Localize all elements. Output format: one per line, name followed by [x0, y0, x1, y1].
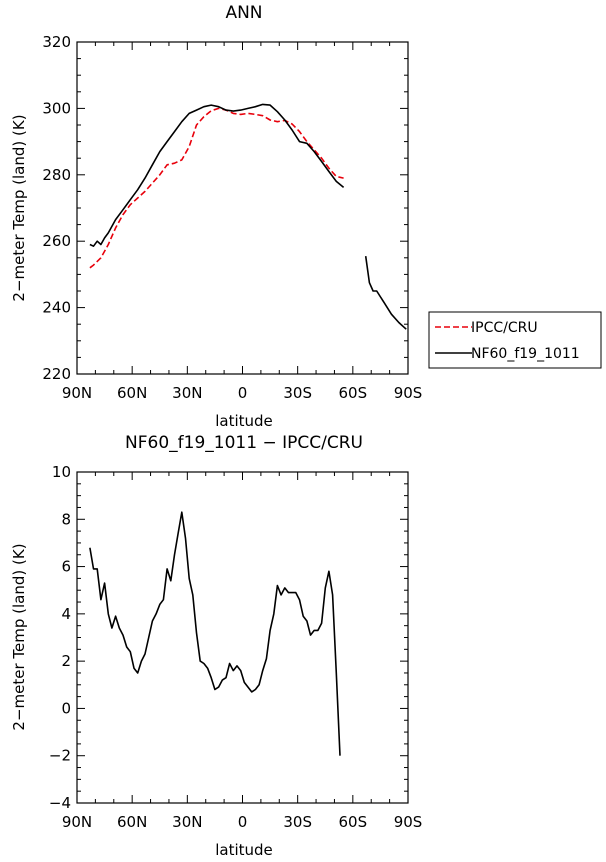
top-x-axis-label: latitude	[215, 412, 273, 430]
top-x-tick-label: 60S	[339, 384, 368, 402]
bottom-y-tick-label: −2	[49, 747, 71, 765]
bottom-y-tick-label: 6	[61, 558, 71, 576]
top-y-tick-label: 240	[42, 299, 71, 317]
bottom-y-tick-label: 8	[61, 510, 71, 528]
top-y-tick-label: 280	[42, 166, 71, 184]
top-y-tick-label: 260	[42, 232, 71, 250]
top-y-tick-label: 320	[42, 33, 71, 51]
top-chart-title: ANN	[225, 3, 262, 23]
top-x-tick-label: 90S	[394, 384, 423, 402]
top-series-lines	[89, 103, 407, 330]
bottom-series-line-nf60-f19-1011-ipcc-cru	[89, 511, 341, 756]
top-y-axis-label: 2−meter Temp (land) (K)	[10, 114, 28, 301]
bottom-x-tick-label: 90N	[62, 813, 92, 831]
bottom-y-tick-label: 2	[61, 652, 71, 670]
top-series-line-nf60-f19-1011	[89, 103, 407, 330]
bottom-x-tick-label: 30N	[172, 813, 202, 831]
legend-label-nf60: NF60_f19_1011	[471, 346, 580, 362]
bottom-plot-frame	[76, 471, 409, 804]
bottom-chart-title: NF60_f19_1011 − IPCC/CRU	[125, 433, 363, 453]
top-plot-frame	[76, 41, 409, 375]
top-x-tick-label: 60N	[117, 384, 147, 402]
bottom-y-tick-label: −4	[49, 794, 71, 812]
bottom-series-lines	[89, 511, 341, 756]
top-series-line-ipcc-cru	[89, 107, 344, 269]
legend: IPCC/CRU NF60_f19_1011	[428, 311, 602, 369]
top-x-tick-label: 90N	[62, 384, 92, 402]
bottom-y-tick-label: 10	[52, 463, 71, 481]
top-x-tick-label: 30S	[283, 384, 312, 402]
bottom-y-tick-label: 0	[61, 699, 71, 717]
bottom-y-tick-label: 4	[61, 605, 71, 623]
bottom-x-tick-label: 60S	[339, 813, 368, 831]
top-chart-panel: ANN 90N 60N 30N 0 30S 60S 90S 220 240 260 280 300 32…	[10, 3, 602, 430]
top-axis-ticks: 90N 60N 30N 0 30S 60S 90S 220 240 260 280 300 320	[42, 33, 422, 402]
legend-label-ipcc-cru: IPCC/CRU	[471, 320, 538, 336]
bottom-x-tick-label: 60N	[117, 813, 147, 831]
bottom-axis-ticks: 90N 60N 30N 0 30S 60S 90S −4 −2 0 2 4 6 8 10	[49, 463, 422, 831]
top-x-tick-label: 30N	[172, 384, 202, 402]
bottom-x-tick-label: 90S	[394, 813, 423, 831]
bottom-x-axis-label: latitude	[215, 841, 273, 859]
top-x-tick-label: 0	[238, 384, 248, 402]
bottom-chart-panel: NF60_f19_1011 − IPCC/CRU 90N 60N 30N 0 30S 60…	[10, 433, 422, 859]
bottom-x-tick-label: 30S	[283, 813, 312, 831]
legend-box	[428, 311, 602, 369]
bottom-x-tick-label: 0	[238, 813, 248, 831]
top-y-tick-label: 220	[42, 365, 71, 383]
bottom-y-axis-label: 2−meter Temp (land) (K)	[10, 543, 28, 730]
top-y-tick-label: 300	[42, 99, 71, 117]
